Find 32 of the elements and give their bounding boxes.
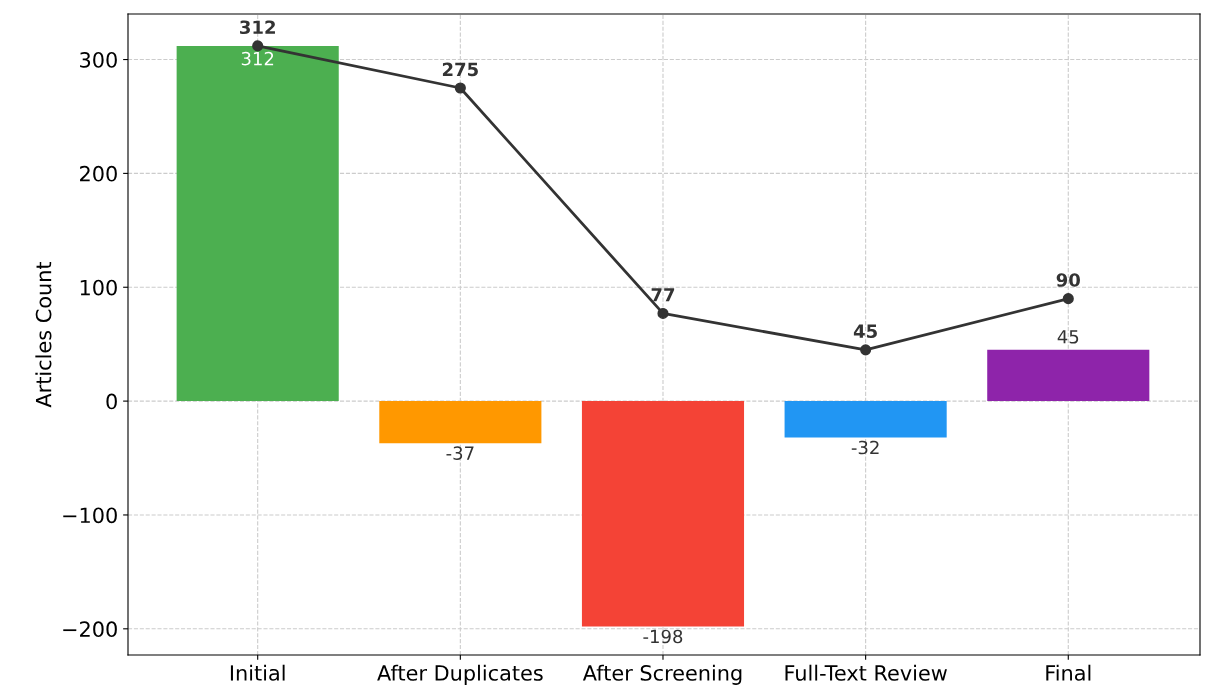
bar [784, 401, 947, 438]
y-tick-label: 200 [80, 165, 117, 182]
bar [379, 401, 542, 444]
y-tick-label: 100 [80, 279, 117, 296]
y-tick-label: 0 [106, 393, 117, 410]
y-tick-label: −100 [63, 507, 117, 524]
x-tick-label: After Screening [582, 664, 742, 685]
data-label: -32 [851, 440, 879, 455]
y-axis-title: Articles Count [35, 261, 52, 408]
data-label: 275 [442, 62, 478, 77]
x-tick-label: Full-Text Review [785, 664, 947, 681]
y-tick-label: 300 [80, 51, 117, 68]
bar [987, 349, 1150, 402]
data-label: 90 [1056, 273, 1080, 287]
data-label: -198 [643, 629, 683, 644]
data-label: 77 [651, 288, 675, 302]
x-tick-label: Final [1046, 664, 1091, 681]
bar [581, 401, 745, 627]
point [1062, 293, 1074, 305]
data-label: 312 [241, 51, 274, 66]
data-label: 45 [853, 324, 877, 339]
data-label: -37 [446, 446, 474, 460]
point [252, 40, 264, 52]
x-tick-label: After Duplicates [377, 664, 543, 685]
y-tick-label: −200 [63, 621, 117, 638]
bar [176, 45, 339, 402]
point [860, 344, 872, 356]
point [657, 307, 669, 319]
point [454, 82, 466, 94]
data-label: 312 [240, 20, 275, 35]
data-label: 45 [1057, 330, 1079, 344]
x-tick-label: Initial [230, 664, 285, 681]
